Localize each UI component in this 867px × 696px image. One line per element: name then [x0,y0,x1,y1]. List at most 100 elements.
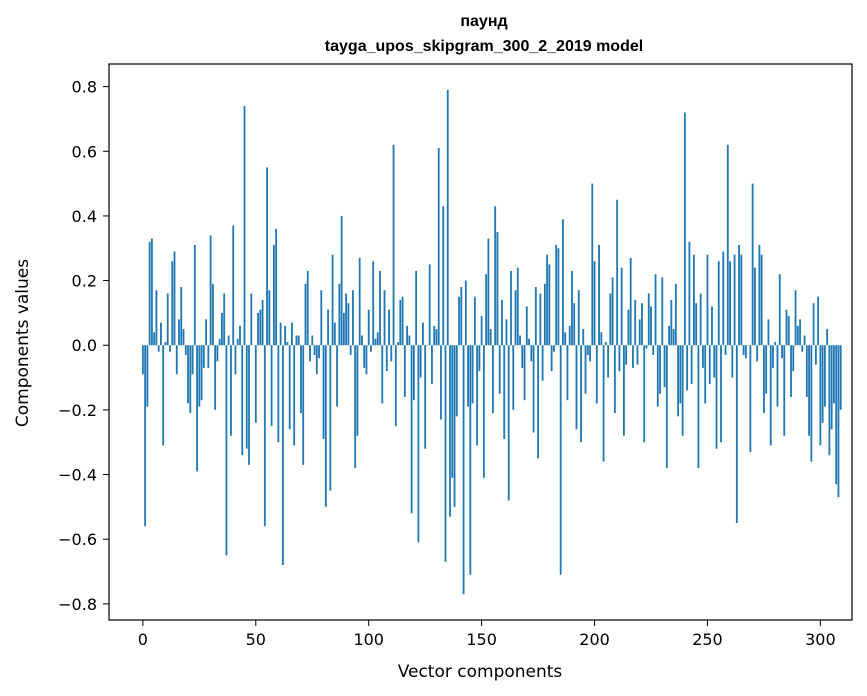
bar [406,325,409,346]
bar [528,338,530,346]
bar [720,345,722,443]
bar [473,296,476,346]
bar [415,270,418,346]
bar [331,254,334,346]
bar [300,345,302,414]
bar [591,183,594,346]
bar [218,338,221,346]
bar [216,345,219,362]
bar [706,254,709,346]
y-tick-label: 0.4 [72,207,97,226]
bar [243,106,246,346]
bar [482,345,485,478]
bar [690,345,693,385]
bar [817,296,820,346]
bar [623,345,625,436]
bar [160,322,162,346]
bar [611,277,614,346]
bar [609,293,612,346]
bar [620,267,623,346]
bar [342,312,345,346]
bar [383,290,386,346]
bar [440,345,442,420]
bar [559,345,562,575]
bar [453,345,456,507]
bar [744,345,747,359]
bar [169,345,171,352]
bar [501,299,503,346]
bar [659,345,661,394]
bar [799,319,801,346]
bar [828,345,831,456]
bar [234,345,237,375]
bar [729,261,731,346]
bar [221,312,223,346]
bar [148,241,151,346]
bar [532,345,535,433]
chart-title-line-2: tayga_upos_skipgram_300_2_2019 model [325,38,643,55]
bar [523,345,526,401]
bar [638,319,641,346]
bar [577,290,580,346]
bar [715,345,718,449]
bar [376,332,379,346]
bar [279,322,282,346]
bar [196,345,198,472]
bar [178,319,180,346]
bar [826,329,829,346]
bar [645,345,648,349]
bar [543,283,546,346]
bar [392,144,395,346]
bar [363,345,366,368]
bar [144,345,147,527]
y-tick-label: 0.8 [72,78,97,97]
bar [636,345,639,365]
bar [318,345,320,359]
bar [783,345,786,436]
bar [309,345,311,362]
x-tick-label: 200 [579,630,610,649]
bar [236,338,239,346]
bar [182,329,185,346]
bar [584,345,587,394]
bar [284,325,287,346]
bar [582,329,585,346]
bar [641,303,643,346]
bar [686,345,689,391]
bar [302,345,305,465]
bar [306,270,309,346]
x-tick-label: 100 [353,630,384,649]
bar [270,345,273,427]
bar [557,248,560,346]
bar [191,345,194,375]
bar [433,325,436,346]
bar [693,254,695,346]
bar [573,303,576,346]
bar [175,345,178,375]
bar [336,345,338,407]
bar [446,89,449,346]
bar [151,238,153,346]
bar [801,345,804,352]
bar [281,345,284,566]
bar [431,345,433,385]
bar [205,319,208,346]
bar [227,335,230,346]
bar [765,345,768,394]
bar [525,306,528,346]
bar [541,345,544,381]
bar [356,345,359,436]
bar [505,319,508,346]
x-tick-label: 300 [805,630,836,649]
bar [361,335,363,346]
bar [207,345,210,368]
bar [286,342,289,346]
bar [810,345,813,462]
bar [537,345,539,459]
bar [568,325,571,346]
bar [164,342,167,346]
bar [187,345,189,404]
bar [372,261,375,346]
bar [787,316,790,346]
bar [173,251,176,346]
